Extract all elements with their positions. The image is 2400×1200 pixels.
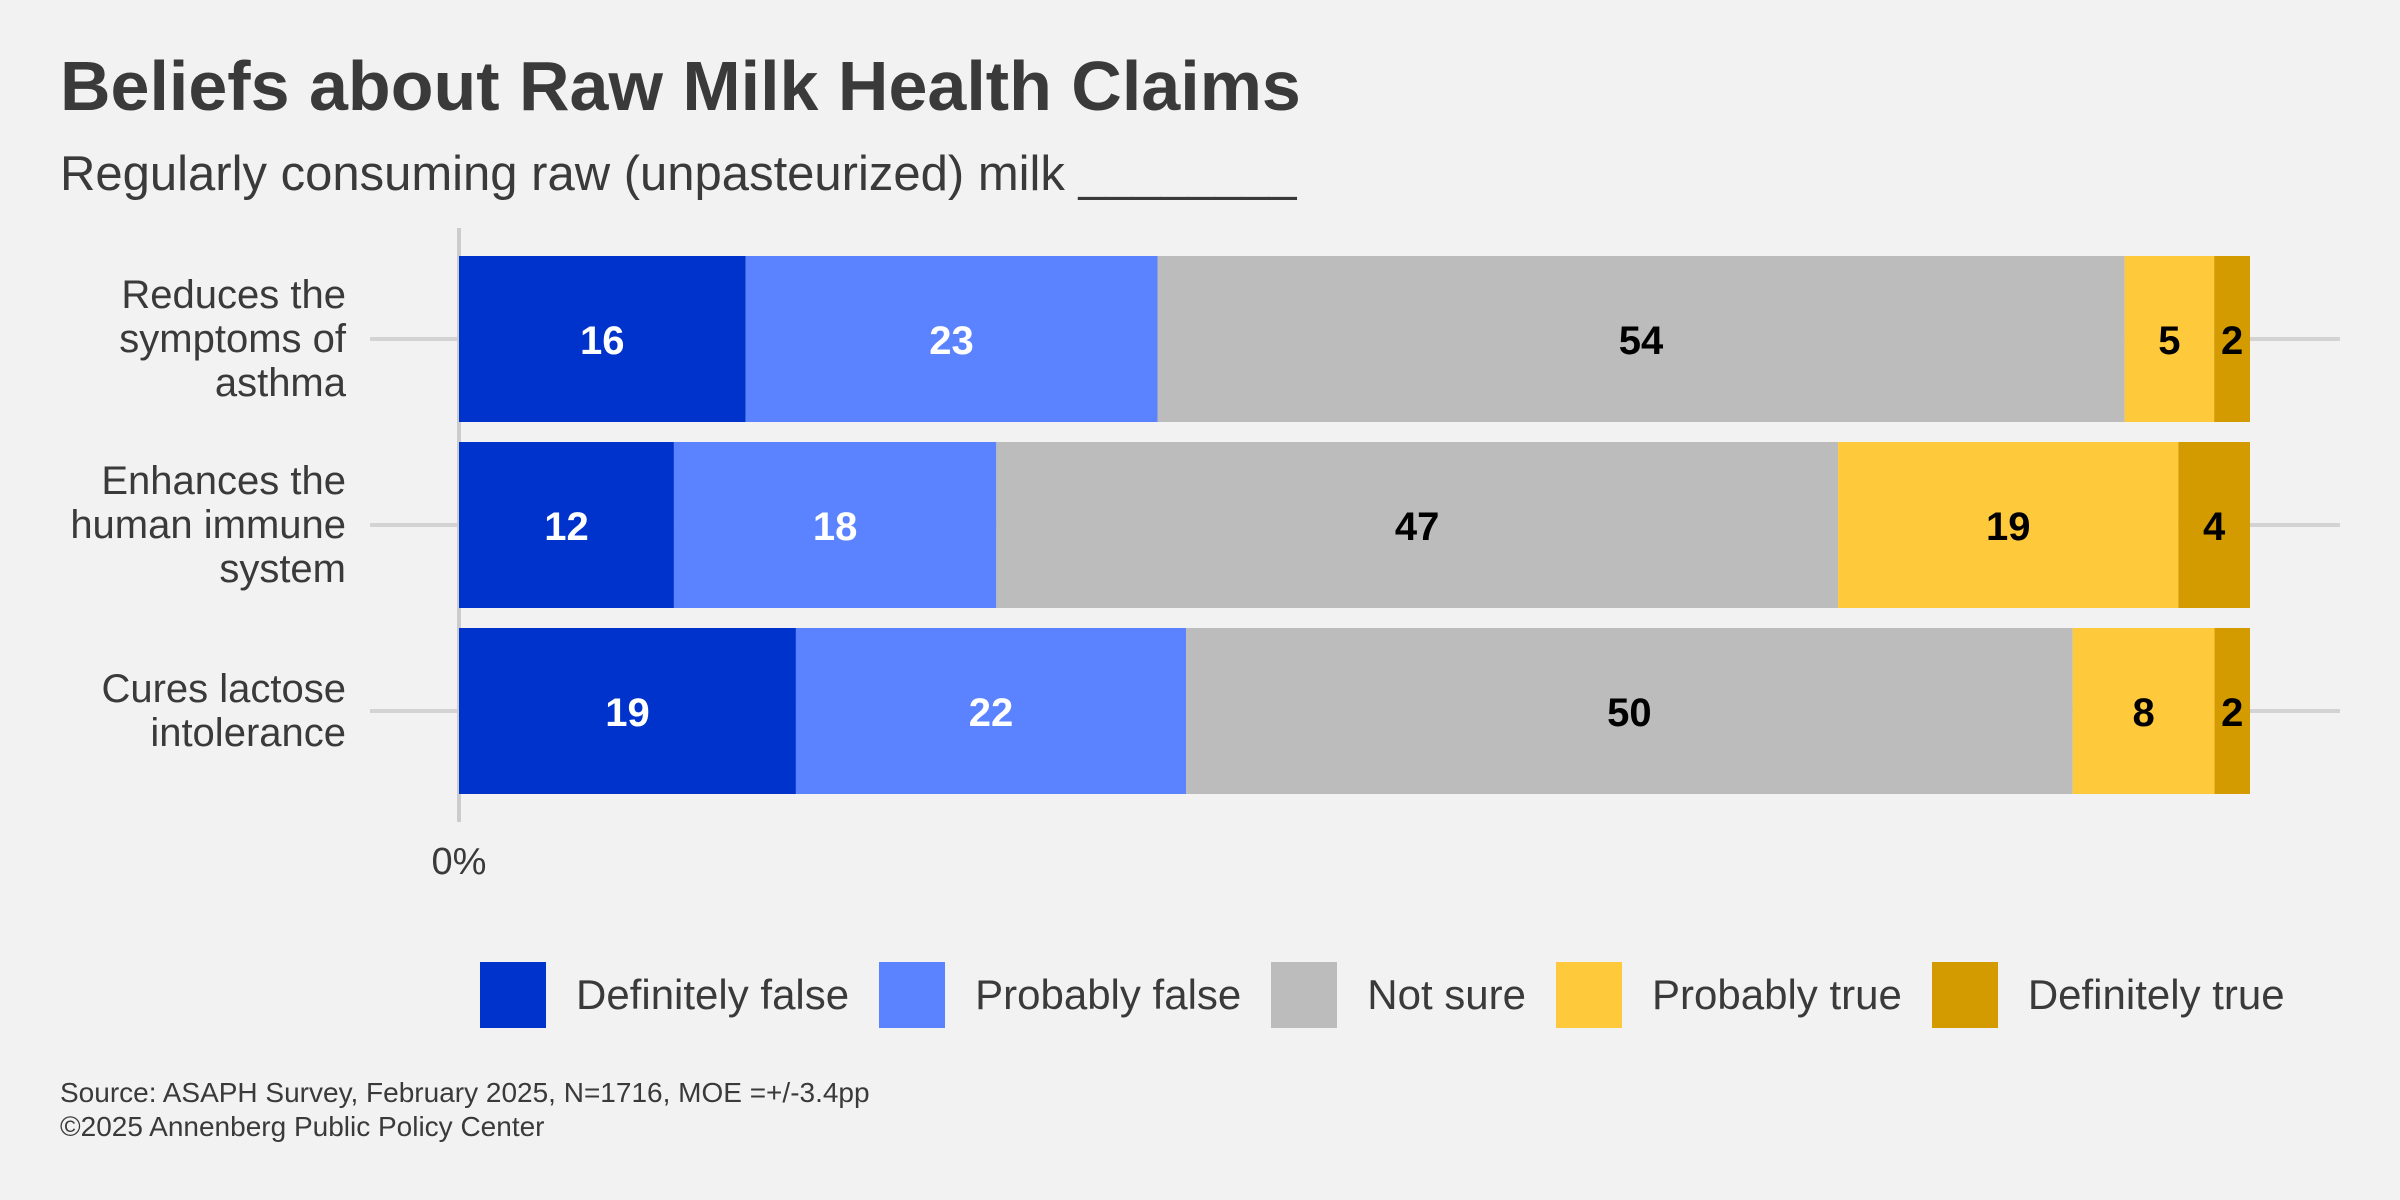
bar-segment bbox=[745, 256, 1158, 422]
legend-label: Probably true bbox=[1652, 971, 1902, 1018]
legend-swatch bbox=[1271, 962, 1338, 1028]
category-label-line: human immune bbox=[70, 503, 346, 547]
legend-swatch bbox=[1556, 962, 1623, 1028]
category-label-line: symptoms of bbox=[119, 317, 346, 361]
data-label: 22 bbox=[969, 691, 1014, 735]
chart-subtitle: Regularly consuming raw (unpasteurized) … bbox=[60, 147, 1297, 201]
bar-segment bbox=[1838, 442, 2179, 608]
legend-swatch bbox=[1931, 962, 1998, 1028]
data-label: 19 bbox=[1986, 505, 2031, 549]
chart-title: Beliefs about Raw Milk Health Claims bbox=[60, 47, 1301, 125]
bar-segment bbox=[673, 442, 997, 608]
bar-segment bbox=[2178, 442, 2250, 608]
category-label-line: system bbox=[219, 547, 346, 591]
bar-segment bbox=[2214, 628, 2250, 794]
data-label: 2 bbox=[2221, 691, 2243, 735]
bar-segment bbox=[795, 628, 1187, 794]
bar-segment bbox=[1186, 628, 2073, 794]
bar-segment bbox=[2214, 256, 2250, 422]
data-label: 18 bbox=[813, 505, 858, 549]
copyright-note: ©2025 Annenberg Public Policy Center bbox=[60, 1111, 545, 1142]
data-label: 16 bbox=[580, 319, 625, 363]
data-label: 12 bbox=[544, 505, 589, 549]
category-label-line: Reduces the bbox=[121, 273, 346, 317]
legend-swatch bbox=[879, 962, 946, 1028]
data-label: 50 bbox=[1607, 691, 1652, 735]
data-label: 5 bbox=[2158, 319, 2180, 363]
bar-segment bbox=[459, 256, 746, 422]
legend-item: Probably false bbox=[879, 962, 1241, 1028]
stacked-bar-chart: 16 23 54 5 212 18 47 19 419 22 50 8 20% bbox=[370, 228, 2340, 883]
data-label: 2 bbox=[2221, 319, 2243, 363]
bar-segment bbox=[2072, 628, 2215, 794]
bar-segment bbox=[996, 442, 1839, 608]
bar-segment bbox=[459, 442, 674, 608]
legend-label: Definitely false bbox=[576, 971, 850, 1018]
category-label-line: intolerance bbox=[150, 711, 346, 755]
legend-label: Not sure bbox=[1367, 971, 1527, 1018]
data-label: 19 bbox=[605, 691, 650, 735]
source-note: Source: ASAPH Survey, February 2025, N=1… bbox=[60, 1077, 870, 1108]
data-label: 4 bbox=[2203, 505, 2226, 549]
legend-item: Definitely false bbox=[480, 962, 849, 1028]
bar-segment bbox=[1157, 256, 2125, 422]
data-label: 47 bbox=[1395, 505, 1440, 549]
legend-swatch bbox=[480, 962, 546, 1028]
legend-label: Definitely true bbox=[2027, 971, 2285, 1018]
data-label: 54 bbox=[1619, 319, 1664, 363]
category-label: Cures lactose intolerance bbox=[6, 667, 346, 755]
chart-legend: Definitely false Probably false Not sure Pr… bbox=[480, 962, 2315, 1028]
category-label: Enhances the human immune system bbox=[6, 459, 346, 591]
data-label: 23 bbox=[929, 319, 974, 363]
bar-segment bbox=[2124, 256, 2215, 422]
category-label-line: Enhances the bbox=[101, 459, 346, 503]
category-label: Reduces the symptoms of asthma bbox=[6, 273, 346, 405]
chart-caption: Source: ASAPH Survey, February 2025, N=1… bbox=[60, 1076, 870, 1144]
legend-item: Probably true bbox=[1556, 962, 1902, 1028]
bar-segment bbox=[459, 628, 796, 794]
x-tick-label: 0% bbox=[432, 841, 487, 883]
legend-label: Probably false bbox=[975, 971, 1242, 1018]
category-label-line: Cures lactose bbox=[101, 667, 346, 711]
legend-item: Not sure bbox=[1271, 962, 1526, 1028]
legend-item: Definitely true bbox=[1931, 962, 2285, 1028]
category-label-line: asthma bbox=[214, 361, 346, 405]
data-label: 8 bbox=[2132, 691, 2154, 735]
